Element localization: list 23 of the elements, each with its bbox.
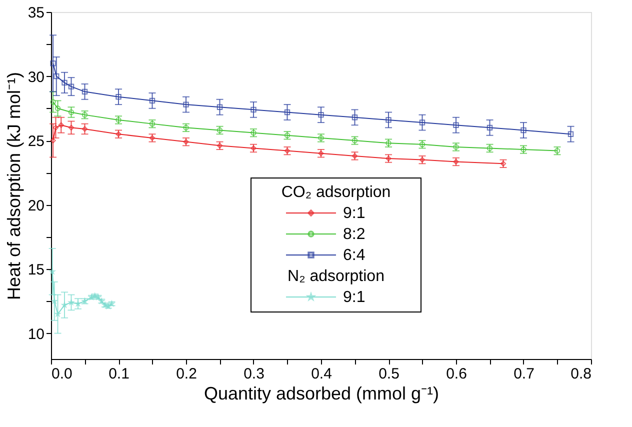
x-axis-title: Quantity adsorbed (mmol g⁻¹)	[204, 384, 440, 404]
x-tick-label: 0.7	[514, 366, 534, 382]
x-tick-label: 0.1	[108, 366, 130, 382]
y-axis-title: Heat of adsorption (kJ mol⁻¹)	[4, 72, 24, 300]
x-tick-label: 0.5	[378, 366, 400, 382]
y-tick-label: 15	[28, 262, 44, 279]
legend-label: 9:1	[343, 205, 366, 222]
y-tick-label: 35	[28, 4, 44, 22]
y-tick-label: 20	[28, 197, 44, 214]
y-tick-label: 10	[28, 326, 44, 343]
x-tick-label: 0.2	[176, 366, 197, 382]
y-tick-label: 30	[28, 68, 44, 86]
y-tick-label: 25	[28, 133, 44, 150]
legend-label: 9:1	[343, 289, 366, 306]
x-tick-label: 0.0	[52, 366, 72, 382]
annotation: N₂ adsorption	[288, 268, 384, 285]
x-tick-label: 0.3	[244, 366, 264, 382]
legend-label: 8:2	[343, 226, 366, 243]
x-tick-label: 0.4	[311, 366, 332, 382]
x-tick-label: 0.6	[446, 366, 467, 382]
x-tick-label: 0.8	[570, 366, 592, 382]
legend-title: CO₂ adsorption	[281, 184, 391, 201]
legend-label: 6:4	[343, 247, 366, 264]
